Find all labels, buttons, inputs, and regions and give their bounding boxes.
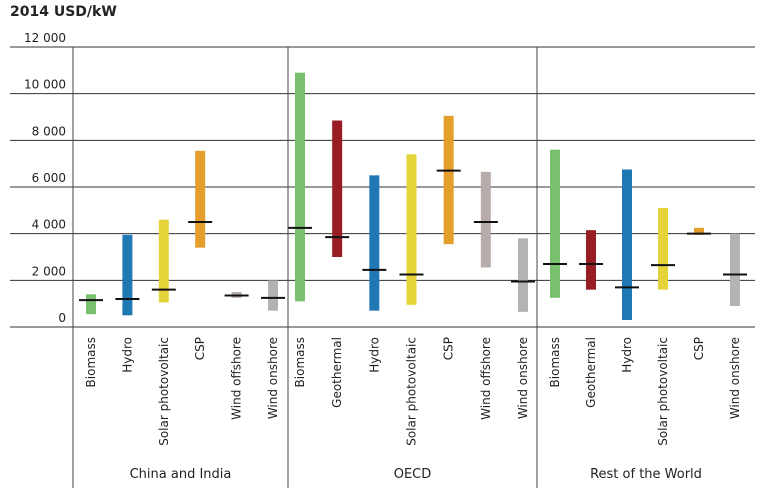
range-bar-solar-photovoltaic bbox=[158, 219, 169, 303]
range-bar-csp bbox=[443, 115, 454, 245]
bars bbox=[79, 72, 747, 320]
range-bar-csp bbox=[195, 150, 206, 248]
y-tick-label: 2 000 bbox=[32, 264, 66, 278]
axes: Biomass Hydro Solar photovoltaic CSP Wind of… bbox=[72, 47, 742, 488]
y-tick-label: 0 bbox=[58, 311, 66, 325]
category-label: Hydro bbox=[620, 337, 634, 373]
range-bar-wind-onshore bbox=[730, 233, 740, 306]
category-label: Biomass bbox=[293, 337, 307, 387]
range-bar-hydro bbox=[369, 175, 380, 311]
category-label: Wind onshore bbox=[516, 337, 530, 419]
group-label: OECD bbox=[394, 467, 432, 482]
category-label: Geothermal bbox=[330, 337, 344, 408]
category-label: Solar photovoltaic bbox=[405, 337, 419, 446]
category-label: Solar photovoltaic bbox=[157, 337, 171, 446]
category-label: Biomass bbox=[548, 337, 562, 387]
range-bar-hydro bbox=[622, 169, 632, 320]
group-label: China and India bbox=[130, 467, 232, 482]
range-bar-biomass bbox=[295, 72, 305, 302]
range-bar-wind-offshore bbox=[480, 171, 491, 268]
category-label: Wind offshore bbox=[479, 337, 493, 420]
category-label: Hydro bbox=[367, 337, 381, 373]
category-label: CSP bbox=[442, 337, 456, 360]
y-tick-label: 8 000 bbox=[32, 124, 66, 138]
range-bar-biomass bbox=[550, 149, 560, 298]
range-bar-wind-onshore bbox=[518, 238, 528, 312]
category-label: Wind onshore bbox=[266, 337, 280, 419]
range-bar-wind-onshore bbox=[268, 280, 278, 311]
group-label: Rest of the World bbox=[590, 467, 702, 482]
y-tick-label: 6 000 bbox=[32, 171, 66, 185]
category-label: Solar photovoltaic bbox=[656, 337, 670, 446]
y-tick-label: 12 000 bbox=[24, 31, 66, 45]
category-label: Wind offshore bbox=[230, 337, 244, 420]
category-label: Wind onshore bbox=[728, 337, 742, 419]
range-bar-csp bbox=[694, 227, 704, 235]
category-label: Hydro bbox=[120, 337, 134, 373]
category-label: CSP bbox=[692, 337, 706, 360]
category-label: Biomass bbox=[84, 337, 98, 387]
category-label: CSP bbox=[193, 337, 207, 360]
range-bar-geothermal bbox=[586, 230, 596, 290]
unit-label: 2014 USD/kW bbox=[10, 4, 117, 20]
y-tick-label: 10 000 bbox=[24, 78, 66, 92]
category-label: Geothermal bbox=[584, 337, 598, 408]
range-bar-solar-photovoltaic bbox=[658, 208, 668, 290]
range-bar-hydro bbox=[122, 234, 133, 316]
y-tick-label: 4 000 bbox=[32, 218, 66, 232]
gridlines: 0 2 000 4 000 6 000 8 000 10 000 12 000 bbox=[10, 31, 755, 328]
range-bar-solar-photovoltaic bbox=[406, 154, 417, 305]
range-bar-biomass bbox=[86, 294, 96, 315]
range-bar-geothermal bbox=[332, 120, 343, 257]
